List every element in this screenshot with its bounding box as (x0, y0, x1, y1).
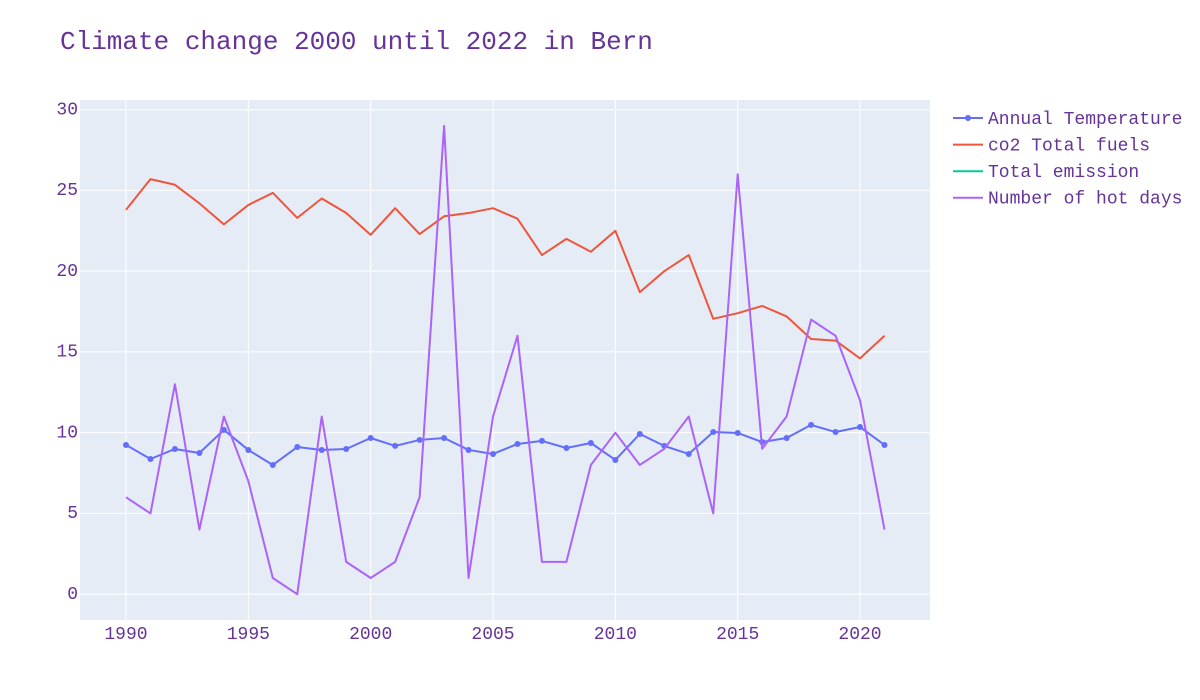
point (538, 437, 545, 444)
legend-label: Total emission (988, 163, 1139, 183)
point (563, 445, 570, 452)
x-tick-label: 2005 (471, 625, 514, 645)
x-tick-label: 1995 (227, 625, 270, 645)
point (587, 440, 594, 447)
point (171, 445, 178, 452)
point (367, 435, 374, 441)
x-tick-label: 2015 (716, 625, 759, 645)
point (343, 445, 350, 452)
point (294, 444, 301, 451)
series-line (125, 423, 886, 466)
point (269, 461, 276, 468)
point (734, 429, 741, 436)
point (808, 421, 815, 428)
plot-area (80, 100, 930, 620)
y-tick-label: 10 (56, 423, 78, 443)
y-tick-label: 30 (56, 100, 78, 120)
series-line (125, 178, 886, 360)
point (636, 430, 643, 437)
x-tick-label: 2000 (349, 625, 392, 645)
y-tick-label: 20 (56, 262, 78, 282)
legend-label: Number of hot days (988, 190, 1182, 210)
point (392, 442, 399, 449)
series-line (125, 124, 886, 596)
point (685, 450, 692, 457)
point (147, 455, 154, 462)
legend-label: Annual Temperature (988, 110, 1182, 130)
point (612, 456, 619, 463)
point (441, 435, 448, 441)
point (857, 424, 864, 431)
x-tick-label: 1990 (104, 625, 147, 645)
point (514, 440, 521, 447)
y-tick-label: 5 (67, 504, 78, 524)
point (710, 429, 717, 436)
point (832, 429, 839, 436)
point (245, 446, 252, 453)
legend-label: co2 Total fuels (988, 136, 1150, 156)
point (122, 441, 129, 448)
point (196, 450, 203, 457)
point (465, 446, 472, 453)
point (881, 441, 888, 448)
chart-title: Climate change 2000 until 2022 in Bern (60, 27, 653, 57)
point (220, 426, 227, 433)
point (318, 446, 325, 453)
legend-marker (965, 115, 971, 121)
y-tick-label: 25 (56, 181, 78, 201)
x-tick-label: 2010 (594, 625, 637, 645)
point (783, 435, 790, 441)
point (416, 436, 423, 443)
y-tick-label: 0 (67, 585, 78, 605)
point (490, 450, 497, 457)
y-tick-label: 15 (56, 343, 78, 363)
x-tick-label: 2020 (838, 625, 881, 645)
